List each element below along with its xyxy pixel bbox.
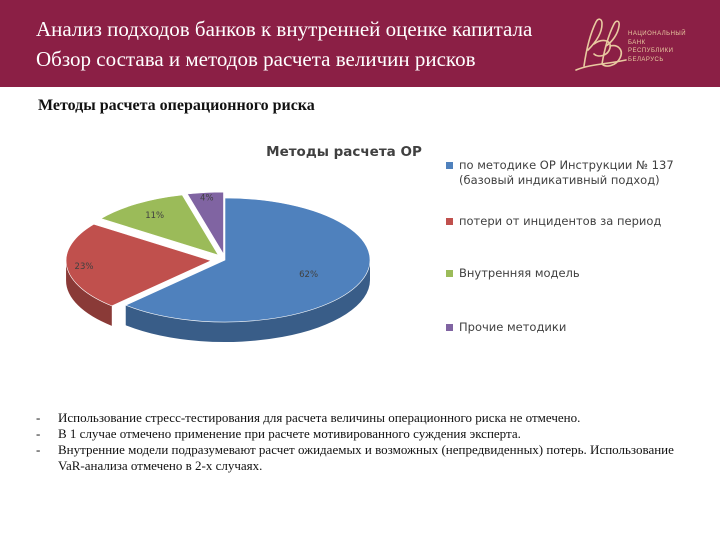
bullet-dash: - — [36, 426, 41, 441]
legend-label: Прочие методики — [459, 320, 567, 334]
pie-data-label: 23% — [75, 262, 94, 272]
pie-data-label: 11% — [145, 211, 164, 221]
legend-label: Внутренняя модель — [459, 266, 580, 280]
slide-title-line-2: Обзор состава и методов расчета величин … — [36, 47, 476, 71]
legend-label: по методике ОР Инструкции № 137 (базовый… — [459, 158, 674, 187]
legend-swatch — [446, 218, 453, 225]
logo-line: НАЦИОНАЛЬНЫЙ — [628, 31, 687, 37]
logo-line: БЕЛАРУСЬ — [628, 56, 664, 63]
pie-chart-svg: Методы расчета ОР 62% 23% 11% 4% — [65, 144, 422, 342]
pie-slice-side — [125, 260, 371, 342]
legend-label: потери от инцидентов за период — [459, 214, 662, 228]
pie-slice — [100, 194, 219, 256]
pie-slice — [65, 223, 212, 307]
bullet-dash: - — [36, 410, 41, 425]
legend-swatch — [446, 324, 453, 331]
pie-chart: Методы расчета ОР 62% 23% 11% 4% по методик… — [60, 130, 700, 390]
pie-slice-side — [66, 260, 112, 326]
pie-data-label: 62% — [299, 270, 318, 280]
chart-title: Методы расчета ОР — [266, 144, 422, 160]
pie-data-label: 4% — [200, 194, 214, 204]
pie-slice — [186, 191, 224, 256]
bullet-item: - В 1 случае отмечено применение при рас… — [36, 426, 686, 442]
bullet-list: - Использование стресс-тестирования для … — [36, 410, 686, 474]
legend-swatch — [446, 270, 453, 277]
logo-wordmark: НАЦИОНАЛЬНЫЙ БАНК РЕСПУБЛИКИ БЕЛАРУСЬ — [628, 30, 686, 64]
monogram-logo-icon — [575, 18, 627, 71]
section-title: Методы расчета операционного риска — [38, 97, 315, 114]
bullet-item: - Использование стресс-тестирования для … — [36, 410, 686, 426]
bullet-text: Использование стресс-тестирования для ра… — [58, 410, 581, 425]
bullet-text: В 1 случае отмечено применение при расче… — [58, 426, 521, 441]
legend-swatch — [446, 162, 453, 169]
header-banner: Анализ подходов банков к внутренней оцен… — [0, 0, 720, 87]
pie-slice — [124, 197, 371, 323]
logo-line: РЕСПУБЛИКИ — [628, 48, 674, 54]
bullet-dash: - — [36, 442, 41, 457]
bullet-item: - Внутренние модели подразумевают расчет… — [36, 442, 686, 474]
logo-line: БАНК — [628, 39, 646, 46]
bullet-text: Внутренние модели подразумевают расчет о… — [58, 442, 674, 473]
slide-title-line-1: Анализ подходов банков к внутренней оцен… — [36, 17, 533, 41]
